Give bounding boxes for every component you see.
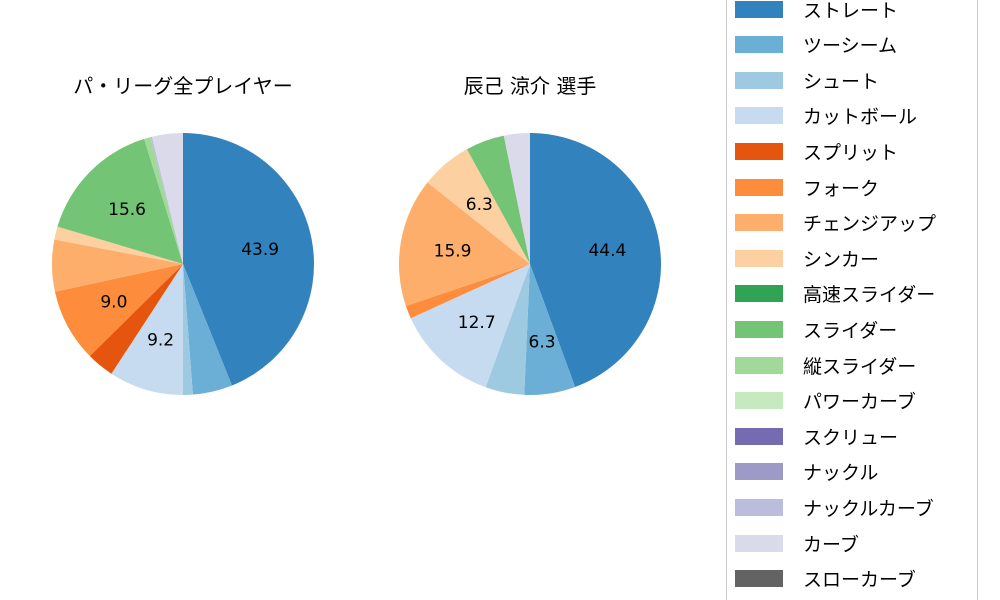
legend-label: 高速スライダー (803, 284, 936, 307)
right-pie-chart: 44.4 6.3 12.7 15.9 6.3 (399, 133, 661, 395)
legend-swatch (735, 178, 783, 196)
legend-swatch (735, 498, 783, 516)
legend-item: スクリュー (735, 421, 898, 451)
legend-swatch (735, 570, 783, 588)
legend-item: ナックル (735, 457, 878, 487)
legend-swatch (735, 427, 783, 445)
legend-label: フォーク (803, 177, 880, 200)
slice-value-label: 9.0 (100, 292, 127, 312)
legend-swatch (735, 463, 783, 481)
legend-label: ナックル (803, 462, 879, 485)
pie-slice (152, 133, 183, 264)
legend-label: ナックルカーブ (803, 497, 934, 520)
pie-slice (57, 138, 183, 264)
pie-slice (183, 264, 193, 395)
legend: ストレートツーシームシュートカットボール スプリットフォークチェンジアップ シンカー… (726, 0, 978, 600)
legend-item: カットボール (735, 101, 917, 131)
legend-swatch (735, 534, 783, 552)
legend-item: ツーシーム (735, 30, 897, 60)
slice-value-label: 9.2 (147, 330, 174, 350)
legend-item: フォーク (735, 172, 879, 202)
legend-item: ナックルカーブ (735, 492, 934, 522)
legend-item: ストレート (735, 0, 898, 24)
legend-label: パワーカーブ (803, 391, 916, 414)
pie-slice (399, 182, 530, 307)
legend-label: シンカー (803, 248, 880, 271)
legend-item: シュート (735, 65, 879, 95)
pie-slice (410, 264, 530, 388)
pie-slice (89, 264, 183, 374)
legend-swatch (735, 356, 783, 374)
pie-slice (51, 239, 184, 292)
legend-label: スライダー (803, 319, 898, 342)
left-pie-title: パ・リーグ全プレイヤー (73, 74, 293, 98)
pie-slice (503, 133, 530, 264)
pie-slice (183, 133, 315, 386)
legend-label: スプリット (803, 141, 899, 164)
legend-swatch (735, 142, 783, 160)
legend-swatch (735, 0, 783, 18)
legend-item: シンカー (735, 243, 879, 273)
slice-value-label: 15.9 (434, 241, 472, 261)
legend-label: カットボール (803, 106, 918, 129)
slice-value-label: 6.3 (466, 195, 493, 215)
left-pie-chart: 43.9 9.2 9.0 15.6 (51, 133, 315, 395)
legend-label: シュート (803, 70, 880, 93)
pie-slice (485, 264, 530, 395)
legend-label: チェンジアップ (803, 213, 937, 236)
slice-value-label: 6.3 (529, 333, 556, 353)
legend-swatch (735, 320, 783, 338)
legend-swatch (735, 107, 783, 125)
pie-slice (150, 136, 183, 264)
slice-value-label: 15.6 (108, 200, 146, 220)
slice-value-label: 12.7 (458, 313, 496, 333)
legend-swatch (735, 214, 783, 232)
legend-label: ツーシーム (803, 35, 898, 58)
legend-label: スクリュー (803, 426, 899, 449)
legend-swatch (735, 249, 783, 267)
legend-item: 縦スライダー (735, 350, 916, 380)
legend-item: スライダー (735, 314, 897, 344)
legend-item: スプリット (735, 136, 898, 166)
legend-label: スローカーブ (803, 569, 916, 592)
pie-slice (144, 137, 183, 264)
legend-swatch (735, 285, 783, 303)
pie-slice (111, 264, 183, 395)
legend-swatch (735, 392, 783, 410)
pie-slice (427, 149, 530, 264)
legend-label: ストレート (803, 0, 899, 22)
pie-slice (405, 264, 530, 319)
legend-item: 高速スライダー (735, 279, 935, 309)
pie-slice (183, 264, 232, 395)
pie-slice (466, 135, 530, 264)
legend-item: カーブ (735, 528, 859, 558)
slice-value-label: 43.9 (241, 240, 279, 260)
legend-label: カーブ (803, 533, 859, 556)
legend-swatch (735, 71, 783, 89)
legend-label: 縦スライダー (803, 355, 917, 378)
pie-slice (530, 133, 661, 387)
pie-slice (524, 264, 576, 395)
pie-slice (54, 264, 183, 357)
right-pie-title: 辰己 涼介 選手 (463, 74, 597, 98)
legend-item: チェンジアップ (735, 208, 936, 238)
legend-swatch (735, 36, 783, 54)
pie-slice (54, 226, 183, 264)
slice-value-label: 44.4 (588, 241, 626, 261)
legend-item: パワーカーブ (735, 386, 916, 416)
legend-item: スローカーブ (735, 564, 916, 594)
